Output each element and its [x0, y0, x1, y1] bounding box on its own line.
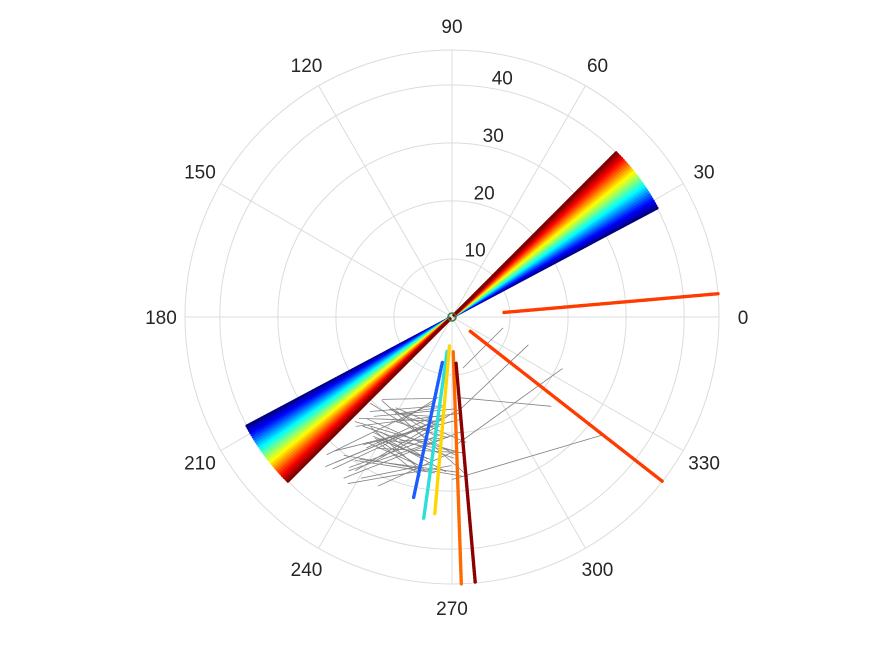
connector-line	[377, 449, 457, 487]
connector-line	[451, 434, 604, 480]
connector-line	[366, 418, 425, 445]
connector-line	[377, 447, 465, 454]
connector-line	[334, 418, 461, 452]
connector-line	[382, 397, 436, 400]
r-tick-label: 10	[465, 241, 486, 262]
theta-tick-label: 330	[688, 454, 720, 475]
theta-tick-label: 90	[441, 17, 462, 38]
grid-spoke	[451, 316, 586, 549]
connector-line	[354, 421, 454, 452]
tick-labels: 0 30 60 90 120 150 180 210 240 270 300 330 10 20 30 40	[145, 17, 748, 620]
grid-spoke	[318, 316, 453, 549]
polar-grid	[184, 49, 720, 585]
r-tick-label: 20	[474, 183, 495, 204]
connector-line	[347, 465, 452, 484]
connector-line	[358, 417, 437, 422]
grid-spoke	[451, 85, 586, 318]
fan-series	[245, 151, 659, 483]
r-tick-label: 30	[483, 126, 504, 147]
connector-line	[359, 458, 460, 473]
connector-line	[332, 424, 428, 470]
fan-ray	[286, 317, 452, 483]
grid-spoke	[220, 183, 453, 318]
r-tick-label: 40	[492, 69, 513, 90]
connector-line	[343, 454, 464, 477]
connector-line	[395, 406, 445, 415]
data-ray	[468, 329, 665, 484]
connector-line	[456, 368, 563, 445]
theta-tick-label: 60	[587, 56, 608, 77]
theta-tick-label: 0	[738, 308, 749, 329]
connector-line	[459, 344, 529, 410]
data-ray	[422, 349, 449, 520]
grid-spoke	[451, 316, 684, 451]
connector-line	[395, 407, 440, 427]
theta-tick-label: 180	[145, 308, 177, 329]
data-ray	[451, 350, 464, 586]
connector-line	[462, 327, 504, 369]
connector-line	[366, 441, 422, 468]
theta-tick-label: 30	[693, 162, 714, 183]
grid-spoke	[318, 85, 453, 318]
theta-tick-label: 150	[184, 162, 216, 183]
center-marker	[447, 312, 457, 322]
ray-series	[411, 292, 720, 586]
data-ray	[454, 361, 477, 585]
connector-line	[366, 415, 434, 449]
connector-line	[326, 401, 436, 456]
fan-ray	[452, 151, 618, 317]
connector-line	[376, 441, 421, 476]
data-ray	[502, 292, 720, 315]
theta-tick-label: 270	[436, 599, 468, 620]
data-ray	[411, 360, 445, 501]
theta-tick-label: 300	[582, 560, 614, 581]
theta-tick-label: 210	[184, 454, 216, 475]
theta-tick-label: 240	[291, 560, 323, 581]
connector-line	[372, 435, 421, 457]
connector-line	[460, 397, 552, 407]
connector-line	[355, 409, 459, 472]
connector-line	[399, 396, 439, 423]
connector-line	[374, 437, 424, 470]
data-ray	[433, 344, 452, 516]
theta-tick-label: 120	[291, 56, 323, 77]
